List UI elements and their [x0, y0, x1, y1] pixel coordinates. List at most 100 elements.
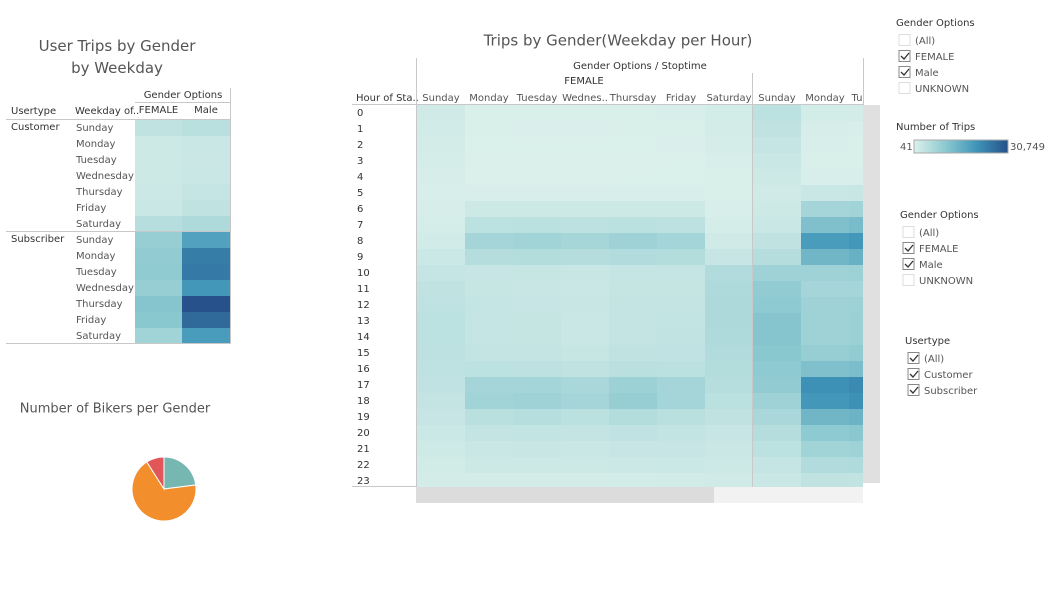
heat-cell [849, 169, 863, 185]
heat-cell [801, 153, 849, 169]
heat-cell [753, 169, 801, 185]
heat-cell [465, 425, 513, 441]
heat-cell [705, 473, 753, 487]
row-label: 7 [357, 220, 363, 231]
heat-cell [801, 313, 849, 329]
heat-cell [849, 441, 863, 457]
heat-cell [513, 153, 561, 169]
heat-cell [753, 249, 801, 265]
heat-cell [417, 249, 465, 265]
heat-cell [182, 168, 230, 184]
heat-cell [561, 169, 609, 185]
scrollbar-thumb[interactable] [416, 487, 714, 503]
heat-cell [705, 233, 753, 249]
heat-cell [657, 329, 705, 345]
column-label: Male [194, 105, 218, 116]
heat-cell [801, 473, 849, 487]
heat-cell [705, 425, 753, 441]
heat-cell [849, 457, 863, 473]
heat-cell [513, 265, 561, 281]
heat-cell [657, 457, 705, 473]
heat-cell [417, 281, 465, 297]
heat-cell [849, 265, 863, 281]
heat-cell [465, 105, 513, 121]
checkbox[interactable] [907, 368, 920, 380]
filter-option[interactable]: Customer [924, 370, 973, 381]
heat-cell [849, 153, 863, 169]
heat-cell [657, 361, 705, 377]
checkmark [909, 354, 919, 362]
heat-cell [705, 249, 753, 265]
heat-cell [513, 201, 561, 217]
heat-cell [465, 169, 513, 185]
heat-cell [513, 393, 561, 409]
heat-cell [753, 473, 801, 487]
heat-cell [705, 441, 753, 457]
checkbox[interactable] [898, 66, 911, 78]
heat-cell [561, 425, 609, 441]
column-label: Monday [805, 93, 845, 104]
pie-slice [131, 461, 197, 522]
filter-option[interactable]: Subscriber [924, 386, 978, 397]
column-header: Gender Options / Stoptime [573, 61, 707, 72]
heat-cell [609, 105, 657, 121]
heat-cell [657, 393, 705, 409]
heat-cell [753, 121, 801, 137]
checkbox[interactable] [902, 242, 915, 254]
checkbox[interactable] [907, 384, 920, 396]
heat-cell [513, 425, 561, 441]
filter-option[interactable]: (All) [924, 354, 944, 365]
checkbox[interactable] [898, 50, 911, 62]
heat-cell [513, 377, 561, 393]
row-label: 3 [357, 156, 363, 167]
heat-cell [513, 281, 561, 297]
heat-cell [657, 233, 705, 249]
checkbox[interactable] [902, 226, 915, 238]
filter-option[interactable]: UNKNOWN [919, 276, 973, 287]
checkbox[interactable] [898, 34, 911, 46]
heat-cell [417, 217, 465, 233]
column-label: Wednes.. [562, 93, 608, 104]
heat-cell [135, 232, 182, 248]
heat-cell [705, 409, 753, 425]
checkbox[interactable] [902, 274, 915, 286]
heat-cell [417, 121, 465, 137]
checkbox[interactable] [907, 352, 920, 364]
checkmark [904, 244, 914, 252]
row-header: Hour of Sta.. [356, 93, 419, 104]
vertical-scrollbar[interactable] [863, 105, 880, 483]
heat-cell [705, 105, 753, 121]
heat-cell [182, 152, 230, 168]
heat-cell [801, 201, 849, 217]
heat-cell [561, 313, 609, 329]
heat-cell [135, 200, 182, 216]
heat-cell [705, 393, 753, 409]
row-label: 8 [357, 236, 363, 247]
heat-cell [609, 425, 657, 441]
column-label: Saturday [706, 93, 751, 104]
filter-option[interactable]: FEMALE [919, 244, 958, 255]
heat-cell [753, 153, 801, 169]
filter-option[interactable]: UNKNOWN [915, 84, 969, 95]
heat-cell [657, 153, 705, 169]
heat-cell [135, 152, 182, 168]
checkbox[interactable] [902, 258, 915, 270]
row-label: 23 [357, 476, 370, 487]
heat-cell [705, 361, 753, 377]
filter-option[interactable]: Male [915, 68, 939, 79]
heat-cell [609, 137, 657, 153]
row-label: 0 [357, 108, 363, 119]
row-label: Saturday [76, 331, 121, 342]
checkbox[interactable] [898, 82, 911, 94]
heat-cell [801, 393, 849, 409]
heat-cell [753, 393, 801, 409]
heat-cell [609, 345, 657, 361]
filter-option[interactable]: (All) [915, 36, 935, 47]
heat-cell [753, 329, 801, 345]
heat-cell [753, 313, 801, 329]
filter-option[interactable]: FEMALE [915, 52, 954, 63]
filter-option[interactable]: (All) [919, 228, 939, 239]
heat-cell [609, 441, 657, 457]
heat-cell [849, 473, 863, 487]
filter-option[interactable]: Male [919, 260, 943, 271]
